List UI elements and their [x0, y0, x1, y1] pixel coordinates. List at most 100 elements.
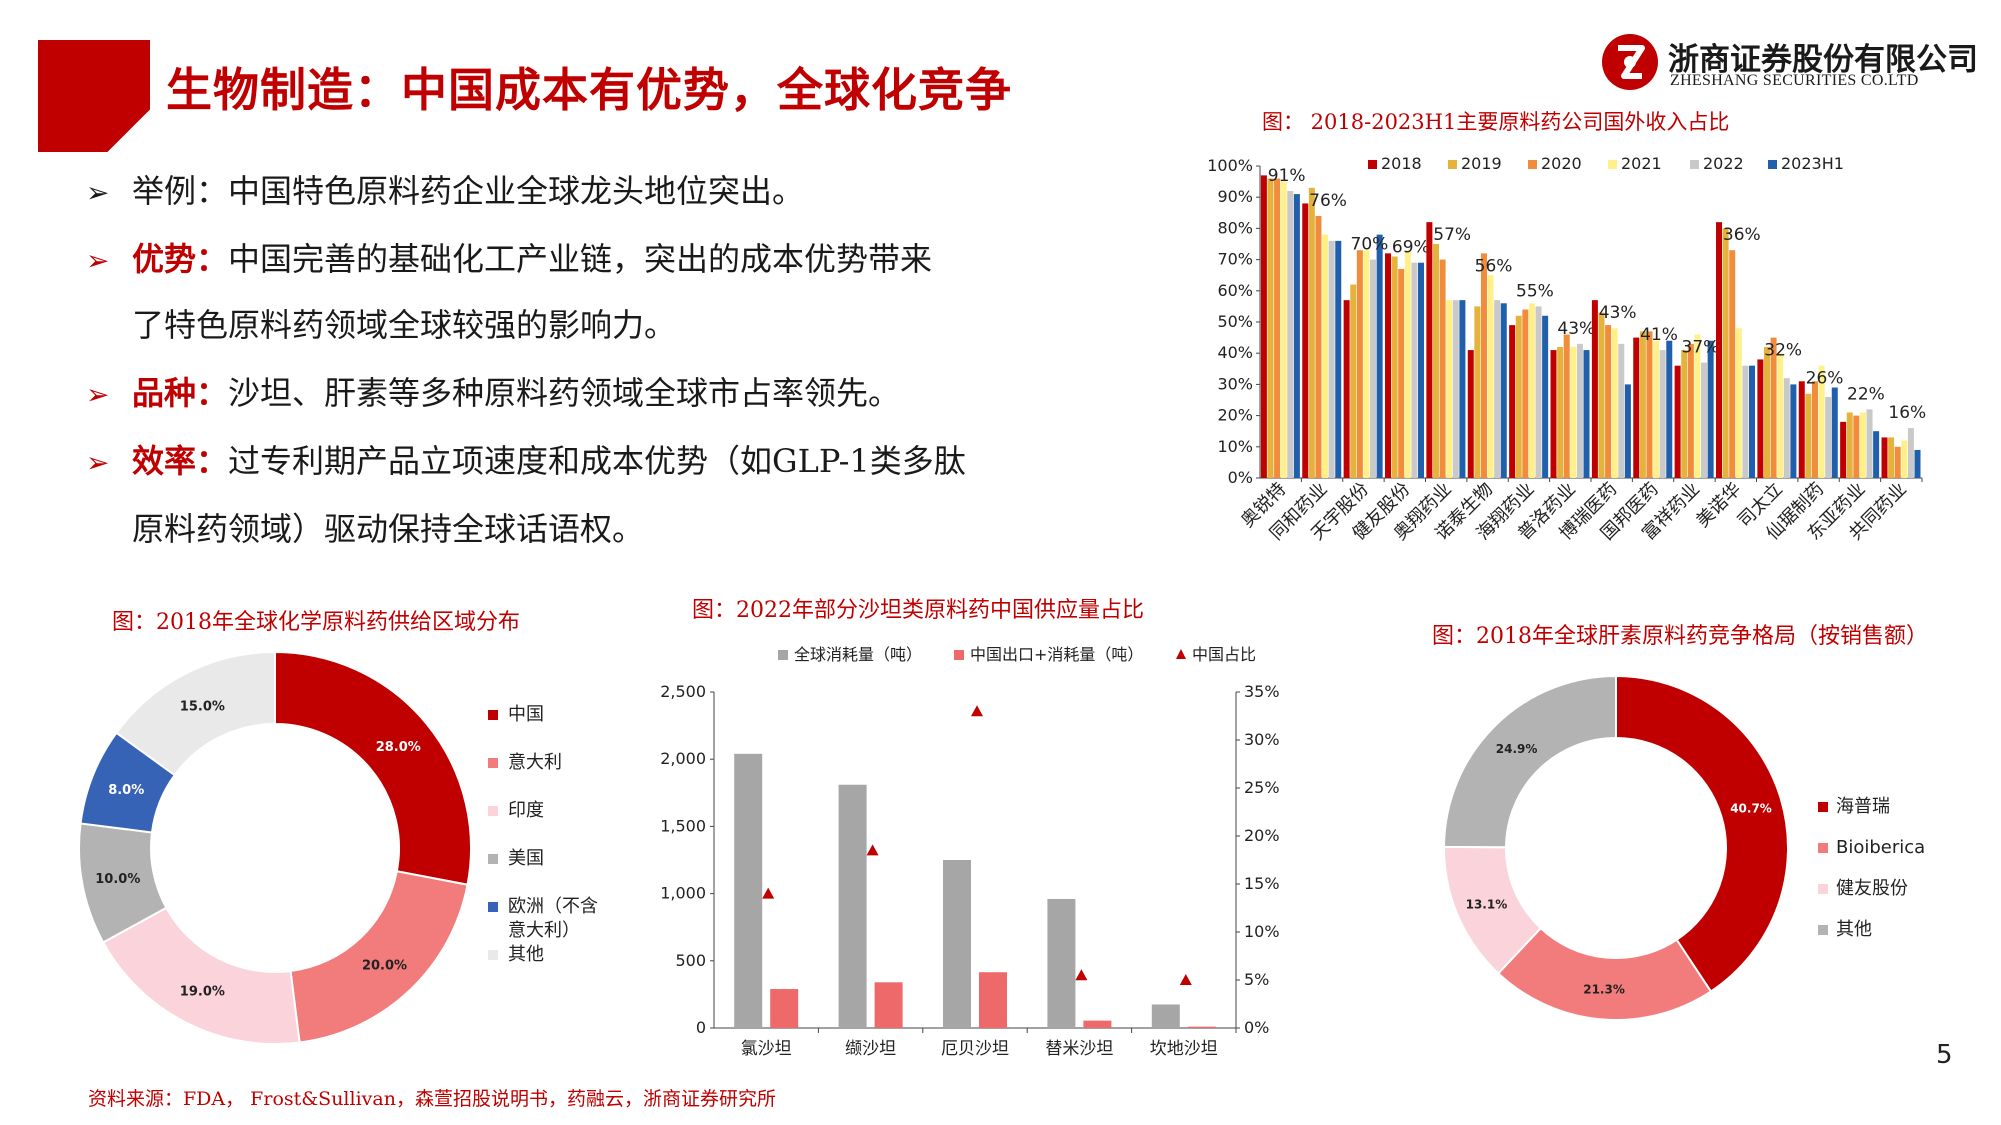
- data-label-仙琚制药: 26%: [1806, 369, 1844, 389]
- legend-swatch-Bioiberica: [1818, 843, 1828, 853]
- data-label-奥锐特: 91%: [1268, 166, 1306, 186]
- legend-label-2022: 2022: [1703, 154, 1744, 173]
- data-label-共同药业: 16%: [1888, 403, 1926, 423]
- bar-2023H1-天宇股份: [1376, 234, 1383, 478]
- slice-label-健友股份: 13.1%: [1466, 898, 1508, 912]
- bar-2023H1-奥锐特: [1293, 194, 1300, 478]
- bar-2023H1-仙琚制药: [1831, 387, 1838, 478]
- bar-2019-天宇股份: [1350, 284, 1357, 478]
- title-accent-block: [38, 40, 150, 152]
- bar-2018-奥翔药业: [1426, 222, 1433, 478]
- y-tick-label: 60%: [1217, 281, 1253, 300]
- bullet-1: ➢ 举例：中国特色原料药企业全球龙头地位突出。: [86, 166, 804, 212]
- slice-label-其他: 15.0%: [180, 699, 225, 714]
- slice-label-印度: 19.0%: [180, 985, 225, 1000]
- bullet-body: 沙坦、肝素等多种原料药领域全球市占率领先。: [228, 374, 901, 412]
- y-tick-label-left: 0: [696, 1018, 706, 1037]
- bar-2021-健友股份: [1404, 250, 1411, 478]
- y-tick-label-left: 2,000: [660, 749, 706, 768]
- bar-2021-东亚药业: [1859, 412, 1866, 478]
- y-tick-label: 20%: [1217, 406, 1253, 425]
- bullet-body: 过专利期产品立项速度和成本优势（如GLP-1类多肽: [228, 442, 966, 480]
- slice-label-美国: 10.0%: [95, 872, 140, 887]
- bar-2019-奥翔药业: [1432, 244, 1439, 478]
- data-label-诺泰生物: 56%: [1475, 256, 1513, 276]
- slice-label-Bioiberica: 21.3%: [1583, 982, 1625, 996]
- zheshang-logo-icon: [1602, 34, 1658, 90]
- legend-label-2019: 2019: [1461, 154, 1502, 173]
- bar-2020-共同药业: [1894, 446, 1901, 478]
- bar-2019-诺泰生物: [1474, 306, 1481, 478]
- bar-2018-健友股份: [1385, 253, 1392, 478]
- bar-2018-奥锐特: [1260, 175, 1267, 479]
- legend-label-2018: 2018: [1381, 154, 1422, 173]
- bar-2021-仙琚制药: [1818, 365, 1825, 478]
- bar-2021-司太立: [1777, 353, 1784, 478]
- slice-Bioiberica: [1496, 926, 1713, 1021]
- legend-label-2023H1: 2023H1: [1781, 154, 1844, 173]
- y-tick-label-right: 10%: [1244, 922, 1280, 941]
- bar-2022-东亚药业: [1866, 409, 1873, 478]
- bar-2019-健友股份: [1391, 256, 1398, 478]
- legend-label-欧洲（不含意大利）: 欧洲（不含: [508, 896, 598, 917]
- legend-swatch-2020: [1528, 160, 1537, 169]
- source-note: 资料来源：FDA， Frost&Sullivan，森萱招股说明书，药融云，浙商证…: [88, 1088, 776, 1110]
- y-tick-label: 80%: [1217, 218, 1253, 237]
- bullet-arrow-icon: ➢: [86, 446, 110, 479]
- bar-2019-国邦医药: [1639, 331, 1646, 478]
- slice-其他: [1442, 674, 1617, 849]
- bar-global-厄贝沙坦: [943, 860, 971, 1028]
- bar-2021-共同药业: [1901, 440, 1908, 478]
- bar-2022-诺泰生物: [1494, 300, 1501, 478]
- bar-2021-海翔药业: [1528, 303, 1535, 478]
- bar-2023H1-奥翔药业: [1459, 300, 1466, 478]
- bar-2018-海翔药业: [1509, 325, 1516, 478]
- bar-china-坎地沙坦: [1187, 1026, 1216, 1028]
- data-label-奥翔药业: 57%: [1433, 225, 1471, 245]
- y-tick-label-right: 5%: [1244, 970, 1269, 989]
- legend-swatch-2021: [1608, 160, 1617, 169]
- bullet-arrow-icon: ➢: [86, 176, 110, 209]
- legend-label-美国: 美国: [508, 848, 544, 869]
- legend-swatch-2019: [1448, 160, 1457, 169]
- bullet-body: 中国完善的基础化工产业链，突出的成本优势带来: [228, 240, 933, 278]
- bar-2022-司太立: [1783, 378, 1790, 478]
- x-tick-label-缬沙坦: 缬沙坦: [845, 1039, 896, 1059]
- bar-2023H1-同和药业: [1335, 240, 1342, 478]
- bar-2023H1-富祥药业: [1707, 340, 1714, 478]
- legend-swatch-印度: [488, 806, 498, 816]
- bar-2023H1-诺泰生物: [1500, 303, 1507, 478]
- bar-2021-诺泰生物: [1487, 275, 1494, 478]
- y-tick-label-right: 25%: [1244, 778, 1280, 797]
- bar-2018-仙琚制药: [1798, 381, 1805, 478]
- marker-share-替米沙坦: [1075, 969, 1088, 981]
- bar-2021-天宇股份: [1363, 250, 1370, 478]
- y-tick-label: 70%: [1217, 250, 1253, 269]
- y-tick-label: 0%: [1228, 468, 1253, 487]
- bar-2022-仙琚制药: [1825, 396, 1832, 478]
- bar-2022-富祥药业: [1701, 362, 1708, 478]
- legend-label-全球消耗量（吨）: 全球消耗量（吨）: [794, 645, 922, 664]
- slice-意大利: [289, 870, 469, 1044]
- slice-其他: [115, 650, 276, 777]
- bar-2020-奥翔药业: [1439, 259, 1446, 478]
- data-label-美诺华: 36%: [1723, 225, 1761, 245]
- legend-label-健友股份: 健友股份: [1836, 878, 1908, 899]
- y-tick-label-right: 15%: [1244, 874, 1280, 893]
- legend-swatch-2022: [1690, 160, 1699, 169]
- bar-2021-国邦医药: [1653, 340, 1660, 478]
- legend-label-其他: 其他: [1836, 919, 1872, 940]
- bar-china-替米沙坦: [1083, 1020, 1112, 1028]
- slice-中国: [274, 650, 472, 886]
- bullet-4: ➢ 效率：过专利期产品立项速度和成本优势（如GLP-1类多肽: [86, 436, 966, 482]
- bar-2023H1-国邦医药: [1666, 340, 1673, 478]
- bar-global-氯沙坦: [734, 753, 763, 1028]
- slice-label-中国: 28.0%: [376, 740, 421, 755]
- bar-2020-奥锐特: [1274, 178, 1281, 479]
- legend-label-2020: 2020: [1541, 154, 1582, 173]
- marker-share-缬沙坦: [866, 844, 879, 856]
- data-label-海翔药业: 55%: [1516, 281, 1554, 301]
- bar-2020-普洛药业: [1563, 334, 1570, 478]
- logo-company-name-cn: 浙商证券股份有限公司: [1668, 42, 1978, 78]
- bar-2022-奥锐特: [1287, 190, 1294, 478]
